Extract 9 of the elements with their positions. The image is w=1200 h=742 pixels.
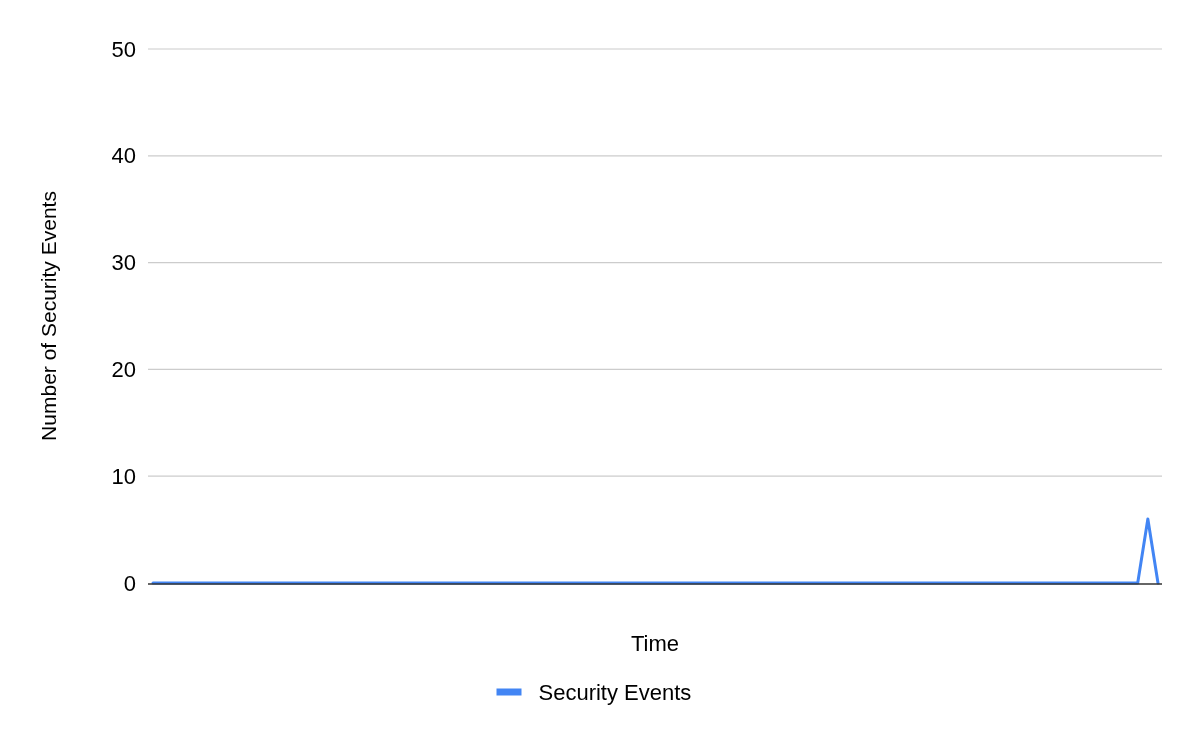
y-tick-label: 0 (123, 570, 136, 596)
legend-label: Security Events (538, 679, 692, 705)
y-tick-label: 50 (111, 36, 136, 62)
y-tick-label: 10 (111, 463, 136, 489)
y-tick-label: 40 (111, 143, 136, 169)
y-tick-label: 20 (111, 356, 136, 382)
y-axis-title: Number of Security Events (36, 191, 60, 441)
x-axis-title: Time (630, 630, 680, 656)
y-tick-label: 30 (111, 250, 136, 276)
